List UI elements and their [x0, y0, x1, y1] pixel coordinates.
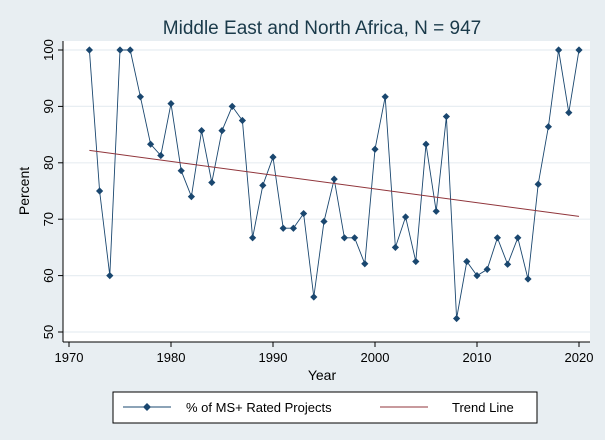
legend-series-1-marker — [143, 403, 151, 411]
x-tick-label: 1990 — [259, 350, 288, 365]
data-point — [371, 145, 379, 153]
axes: 50 60 70 80 90 100 1970 1980 1990 2000 2010 2020 — [41, 39, 593, 365]
data-point — [565, 109, 573, 117]
data-point — [198, 127, 206, 135]
x-tick-label: 2000 — [361, 350, 390, 365]
data-point — [351, 234, 359, 242]
data-point — [575, 46, 583, 54]
data-point — [463, 257, 471, 266]
data-point — [85, 46, 93, 54]
y-tick-label: 60 — [41, 268, 56, 282]
data-point — [330, 175, 338, 183]
data-point — [249, 234, 257, 242]
plot-area — [63, 41, 590, 342]
data-point — [106, 272, 114, 280]
data-point — [473, 272, 481, 280]
data-point — [157, 151, 165, 160]
data-point — [269, 153, 277, 161]
y-tick-label: 100 — [41, 39, 56, 61]
data-point — [453, 314, 461, 323]
data-point — [534, 180, 542, 188]
x-axis-title: Year — [308, 367, 337, 383]
data-point — [483, 265, 491, 273]
data-point — [442, 112, 450, 121]
data-point — [504, 260, 512, 268]
data-point — [402, 213, 410, 221]
data-point — [514, 234, 522, 242]
data-point — [320, 217, 328, 226]
data-point — [167, 99, 175, 108]
x-tick-label: 2010 — [463, 350, 492, 365]
y-tick-label: 80 — [41, 156, 56, 170]
data-point — [147, 140, 155, 148]
data-point — [136, 93, 144, 101]
series-layer — [85, 46, 583, 323]
series-2-line — [89, 149, 580, 217]
legend-series-1-label: % of MS+ Rated Projects — [186, 400, 332, 415]
y-tick-label: 50 — [41, 325, 56, 339]
y-tick-label: 70 — [41, 212, 56, 226]
y-axis-title: Percent — [16, 167, 32, 215]
data-point — [555, 46, 563, 54]
x-tick-label: 1980 — [157, 350, 186, 365]
data-point — [126, 46, 134, 54]
data-point — [279, 224, 287, 232]
data-point — [300, 209, 308, 218]
data-point — [432, 207, 440, 215]
data-point — [544, 123, 552, 131]
data-point — [493, 234, 501, 242]
legend: % of MS+ Rated Projects Trend Line — [112, 391, 538, 424]
grid — [63, 49, 590, 333]
legend-series-2-label: Trend Line — [452, 400, 514, 415]
data-point — [228, 102, 236, 110]
data-point — [238, 116, 246, 125]
data-point — [116, 46, 124, 54]
x-tick-label: 2020 — [565, 350, 594, 365]
data-point — [289, 224, 297, 232]
data-point — [259, 181, 267, 189]
data-point — [381, 93, 389, 101]
data-point — [177, 167, 185, 175]
data-point — [412, 257, 420, 266]
data-point — [422, 140, 430, 148]
data-point — [218, 127, 226, 135]
y-tick-label: 90 — [41, 99, 56, 113]
data-point — [208, 178, 216, 187]
data-point — [391, 243, 399, 251]
data-point — [96, 187, 104, 195]
chart-title: Middle East and North Africa, N = 947 — [163, 18, 481, 39]
data-point — [361, 260, 369, 268]
data-point — [340, 234, 348, 242]
legend-box — [112, 391, 538, 424]
data-point — [524, 275, 532, 283]
data-point — [187, 193, 195, 201]
x-tick-label: 1970 — [55, 350, 84, 365]
data-point — [310, 293, 318, 301]
